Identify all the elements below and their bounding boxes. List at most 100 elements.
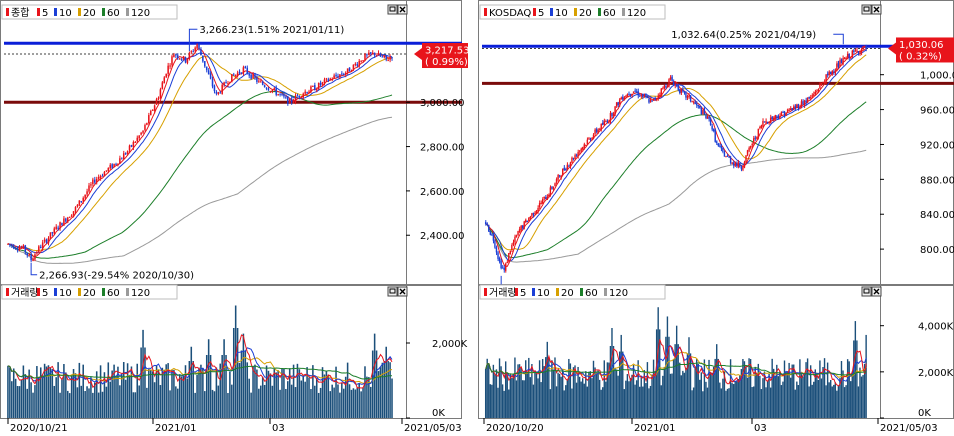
volume-bar <box>39 367 42 418</box>
legend-ma-label: 60 <box>603 8 616 19</box>
candle <box>246 67 249 74</box>
candle <box>315 89 318 91</box>
candle <box>306 92 308 94</box>
candle <box>560 176 562 178</box>
volume-bar <box>808 386 810 418</box>
maximize-button-price[interactable] <box>387 4 398 15</box>
volume-bar <box>136 363 139 418</box>
candle <box>151 109 154 111</box>
close-button-volume[interactable] <box>397 286 408 297</box>
candle <box>134 141 137 143</box>
legend-title: 종합 <box>11 7 29 19</box>
vol-ma5-line <box>485 339 867 387</box>
volume-bar <box>489 384 491 418</box>
candle <box>651 100 653 102</box>
candle <box>646 96 649 99</box>
candle <box>602 122 604 125</box>
volume-bar <box>78 362 81 418</box>
volume-bar <box>834 382 837 418</box>
candle <box>514 236 516 243</box>
volume-bar <box>94 382 96 418</box>
candle <box>362 60 364 62</box>
volume-bar <box>121 374 123 418</box>
candle <box>103 171 106 177</box>
date-label: 2021/01 <box>634 423 676 434</box>
volume-bar <box>752 386 755 418</box>
maximize-button-volume[interactable] <box>861 286 872 297</box>
candle <box>709 118 712 126</box>
volume-bar <box>333 387 335 418</box>
candle <box>109 164 111 169</box>
candle <box>654 98 656 100</box>
volume-bar <box>833 384 835 418</box>
candle <box>377 53 380 56</box>
volume-bar <box>845 385 847 418</box>
volume-bar <box>315 378 318 418</box>
candle <box>640 94 642 97</box>
volume-bar <box>623 389 625 418</box>
volume-bar <box>371 350 374 418</box>
volume-bar <box>662 375 664 418</box>
legend-ma-swatch <box>126 288 129 296</box>
candle <box>574 155 576 159</box>
candle <box>568 165 570 167</box>
price-panel-frame <box>0 0 462 285</box>
volume-bar <box>796 381 798 418</box>
candle <box>207 70 210 75</box>
candle <box>865 46 867 49</box>
volume-bar <box>525 360 527 418</box>
volume-bar <box>138 385 140 418</box>
date-label: 2020/10/21 <box>10 423 68 434</box>
candle <box>555 179 558 183</box>
candle <box>685 91 687 98</box>
price-tick-label: 1,000.00 <box>920 71 954 82</box>
candle <box>327 79 330 82</box>
volume-bar <box>290 384 293 418</box>
volume-bar <box>720 388 723 418</box>
legend-ma-label: 5 <box>42 8 48 19</box>
candle <box>63 218 65 226</box>
candle <box>697 105 699 107</box>
candle <box>797 104 800 109</box>
candle <box>350 70 353 72</box>
candle <box>609 112 612 122</box>
candle <box>506 262 508 264</box>
candle <box>752 138 755 144</box>
volume-bar <box>331 384 333 418</box>
volume-bar <box>675 325 678 418</box>
volume-bar <box>385 346 387 418</box>
volume-bar <box>57 362 59 418</box>
volume-tick-label: 0K <box>918 408 931 419</box>
volume-bar <box>571 388 573 418</box>
legend-ma-swatch <box>622 8 625 16</box>
maximize-button-volume[interactable] <box>387 286 398 297</box>
volume-bar <box>223 339 225 418</box>
volume-bar <box>188 361 191 418</box>
volume-bar <box>200 364 202 418</box>
volume-bar <box>180 376 183 418</box>
volume-bar <box>666 316 669 418</box>
volume-bar <box>805 362 807 418</box>
volume-bar <box>302 376 304 418</box>
candle <box>16 249 19 251</box>
legend-ma-label: 60 <box>107 288 120 299</box>
volume-bar <box>703 359 706 418</box>
price-panel-frame <box>478 0 954 285</box>
candle <box>677 85 679 91</box>
candle <box>663 85 666 89</box>
candle <box>577 152 579 156</box>
candle <box>843 57 846 60</box>
candle <box>643 95 646 97</box>
close-button-volume[interactable] <box>871 286 882 297</box>
price-tag-box <box>422 43 468 69</box>
maximize-button-price[interactable] <box>861 4 872 15</box>
candle <box>275 87 277 95</box>
volume-bar <box>723 371 726 418</box>
close-button-price[interactable] <box>871 4 882 15</box>
volume-bar <box>857 386 860 418</box>
candle <box>837 63 840 67</box>
candle <box>657 95 659 98</box>
close-button-price[interactable] <box>397 4 408 15</box>
candle <box>192 51 194 53</box>
